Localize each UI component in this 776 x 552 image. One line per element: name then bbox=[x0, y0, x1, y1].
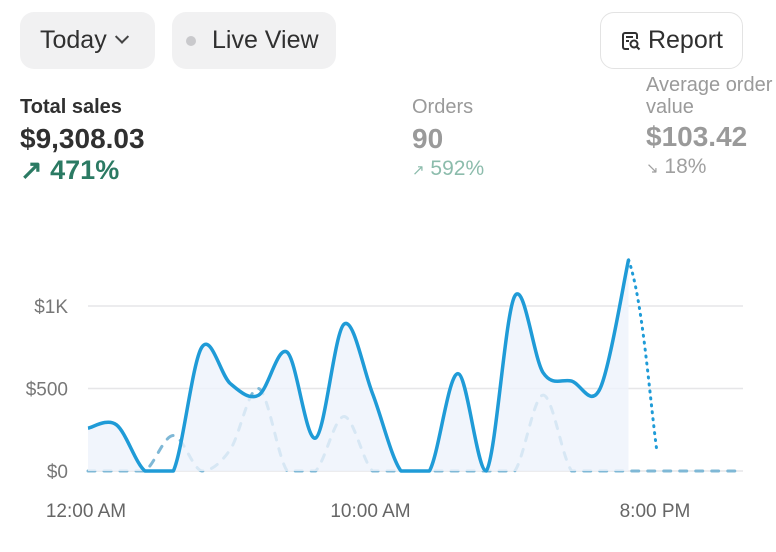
date-range-dropdown[interactable]: Today bbox=[20, 12, 155, 69]
arrow-down-right-icon: ↘ bbox=[646, 160, 659, 177]
live-view-button[interactable]: Live View bbox=[172, 12, 336, 69]
date-range-label: Today bbox=[40, 26, 107, 54]
current-series-area bbox=[88, 259, 629, 471]
report-search-icon bbox=[621, 31, 641, 50]
metric-value: $9,308.03 bbox=[20, 123, 145, 154]
x-tick-label: 8:00 PM bbox=[620, 501, 691, 522]
metric-orders[interactable]: Orders 90 ↗ 592% bbox=[412, 96, 484, 181]
report-button[interactable]: Report bbox=[600, 12, 743, 69]
y-tick-label: $0 bbox=[47, 462, 68, 483]
metric-change: ↘ 18% bbox=[646, 155, 707, 178]
metric-label: Total sales bbox=[20, 96, 122, 118]
metric-average-order-value[interactable]: Average order value $103.42 ↘ 18% bbox=[646, 74, 774, 179]
metric-change: ↗ 471% bbox=[20, 155, 120, 185]
y-tick-label: $500 bbox=[26, 380, 68, 401]
sales-chart: $0 $500 $1K 12:00 AM 10:00 AM 8:00 PM bbox=[26, 258, 744, 522]
arrow-up-right-icon: ↗ bbox=[412, 162, 425, 179]
live-view-label: Live View bbox=[212, 26, 319, 54]
metric-value: $103.42 bbox=[646, 121, 748, 152]
metric-label: Average order value bbox=[646, 74, 773, 118]
x-tick-label: 10:00 AM bbox=[330, 501, 410, 522]
current-series-line bbox=[87, 259, 631, 473]
live-dot-icon bbox=[186, 35, 196, 46]
metric-change: ↗ 592% bbox=[412, 157, 485, 180]
x-tick-label: 12:00 AM bbox=[46, 501, 126, 522]
y-tick-label: $1K bbox=[34, 297, 68, 318]
metric-total-sales[interactable]: Total sales $9,308.03 ↗ 471% bbox=[20, 96, 145, 186]
metric-value: 90 bbox=[412, 123, 444, 154]
projection-series-line bbox=[627, 258, 659, 454]
chevron-down-icon bbox=[114, 29, 129, 44]
metric-label: Orders bbox=[412, 96, 474, 118]
arrow-up-right-icon: ↗ bbox=[20, 155, 43, 185]
report-label: Report bbox=[647, 26, 724, 54]
